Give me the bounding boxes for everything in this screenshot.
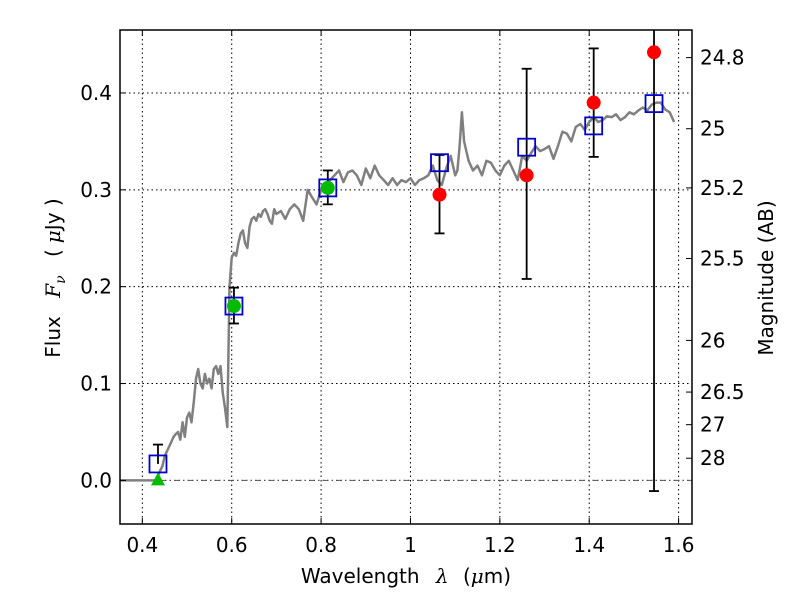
mag-tick-label: 25.5 xyxy=(700,247,745,271)
x-axis-label-unit-prefix: ( xyxy=(463,564,471,588)
mag-tick-label: 25.2 xyxy=(700,176,745,200)
axis-tick-labels: 0.4 0.6 0.8 1 1.2 1.4 1.6 0.0 0.1 0.2 0.3 0.4 24.8 25… xyxy=(80,46,744,557)
x-axis-label-unit-mu: μ xyxy=(471,564,484,588)
x-axis-label: Wavelength λ (μm) xyxy=(301,564,511,588)
upper-limit-point xyxy=(150,472,165,486)
y-tick-label: 0.4 xyxy=(80,81,112,105)
mag-tick-label: 28 xyxy=(700,446,725,470)
model-point xyxy=(318,178,338,198)
x-axis-label-text: Wavelength xyxy=(301,564,420,588)
model-point xyxy=(148,454,168,474)
observed-point xyxy=(432,187,447,202)
x-tick-label: 1.4 xyxy=(573,533,605,557)
mag-tick-label: 24.8 xyxy=(700,46,745,70)
data-markers xyxy=(148,45,664,486)
x-tick-label: 0.4 xyxy=(126,533,158,557)
sed-model-series xyxy=(120,101,676,482)
mag-tick-label: 25 xyxy=(700,117,725,141)
y-axis-label-unit-suffix: Jy ) xyxy=(41,198,65,232)
x-axis-label-unit-suffix: m) xyxy=(484,564,511,588)
x-tick-label: 0.8 xyxy=(305,533,337,557)
mag-tick-label: 26.5 xyxy=(700,380,745,404)
y-tick-label: 0.3 xyxy=(80,178,112,202)
y-axis-label-unit-prefix: ( xyxy=(41,249,65,257)
observed-point xyxy=(586,95,601,110)
mag-tick-label: 26 xyxy=(700,328,725,352)
y-tick-label: 0.0 xyxy=(80,468,112,492)
y-axis-label-text: Flux xyxy=(41,316,65,358)
plot-frame xyxy=(119,29,693,525)
y-axis-label: Flux Fν ( μJy ) xyxy=(41,198,70,357)
x-tick-label: 1 xyxy=(404,533,417,557)
grid-lines xyxy=(120,30,692,524)
x-axis-label-symbol: λ xyxy=(435,564,449,588)
optical-point xyxy=(320,180,335,195)
error-bars xyxy=(152,30,660,492)
x-tick-label: 0.6 xyxy=(216,533,248,557)
model-point xyxy=(430,153,449,173)
right-axis-label: Magnitude (AB) xyxy=(754,200,778,355)
x-tick-label: 1.6 xyxy=(663,533,695,557)
model-point xyxy=(517,137,537,157)
x-tick-label: 1.2 xyxy=(484,533,516,557)
observed-point xyxy=(519,168,534,183)
y-axis-label-symbol: F xyxy=(41,283,65,299)
y-axis-label-unit-mu: μ xyxy=(41,230,65,243)
model-point xyxy=(224,296,244,316)
y-tick-label: 0.2 xyxy=(80,275,112,299)
axis-ticks xyxy=(120,30,692,524)
y-tick-label: 0.1 xyxy=(80,372,112,396)
y-axis-label-symbol-sub: ν xyxy=(53,275,69,284)
model-point xyxy=(644,94,664,114)
sed-model-line xyxy=(120,101,676,482)
observed-point xyxy=(647,45,662,60)
model-point xyxy=(584,116,604,136)
mag-tick-label: 27 xyxy=(700,413,725,437)
optical-point xyxy=(226,299,241,314)
